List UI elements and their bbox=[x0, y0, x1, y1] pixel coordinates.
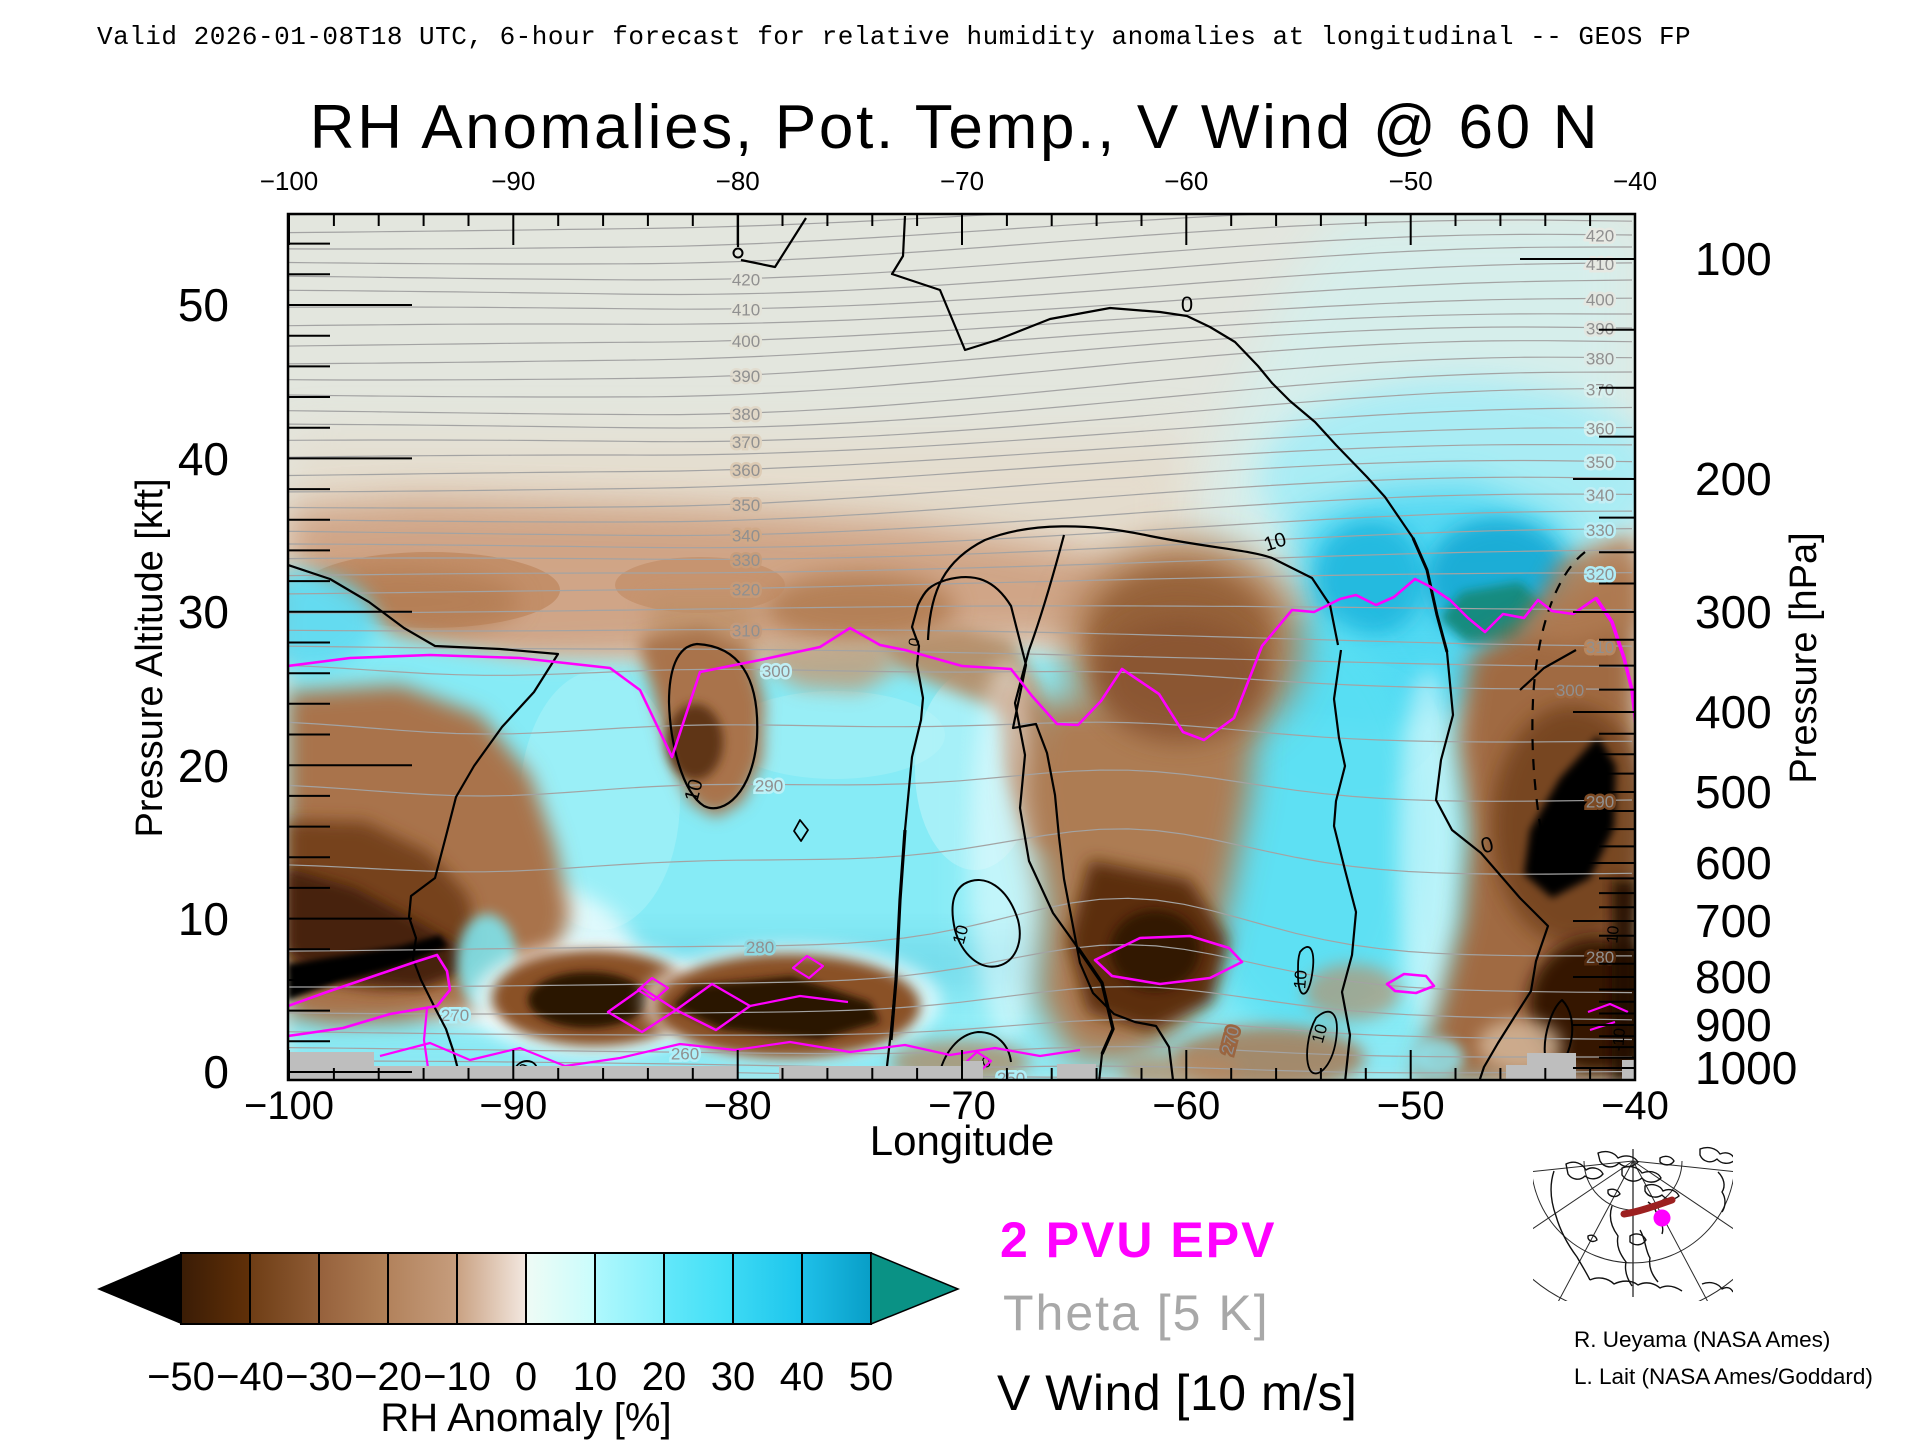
svg-text:−90: −90 bbox=[479, 1084, 547, 1128]
svg-text:350: 350 bbox=[732, 496, 760, 515]
svg-text:L. Lait (NASA Ames/Goddard): L. Lait (NASA Ames/Goddard) bbox=[1574, 1364, 1873, 1389]
svg-text:40: 40 bbox=[178, 433, 229, 485]
svg-text:300: 300 bbox=[1556, 681, 1584, 700]
svg-text:310: 310 bbox=[732, 622, 760, 641]
svg-text:290: 290 bbox=[755, 776, 783, 795]
svg-text:−10: −10 bbox=[423, 1355, 491, 1399]
svg-text:200: 200 bbox=[1695, 453, 1772, 505]
svg-text:900: 900 bbox=[1695, 999, 1772, 1051]
svg-text:-10: -10 bbox=[1610, 1027, 1629, 1052]
svg-text:0: 0 bbox=[1181, 292, 1193, 317]
svg-text:10: 10 bbox=[178, 893, 229, 945]
svg-text:400: 400 bbox=[1695, 686, 1772, 738]
svg-text:0: 0 bbox=[905, 637, 923, 648]
svg-text:Longitude: Longitude bbox=[870, 1117, 1055, 1164]
svg-text:100: 100 bbox=[1695, 233, 1772, 285]
svg-text:V Wind [10 m/s]: V Wind [10 m/s] bbox=[997, 1365, 1357, 1421]
svg-text:30: 30 bbox=[711, 1355, 756, 1399]
svg-text:10: 10 bbox=[1290, 969, 1311, 990]
svg-text:Valid 2026-01-08T18 UTC, 6-hou: Valid 2026-01-08T18 UTC, 6-hour forecast… bbox=[97, 22, 1691, 52]
svg-text:−100: −100 bbox=[244, 1084, 334, 1128]
svg-text:10: 10 bbox=[573, 1355, 618, 1399]
svg-text:R. Ueyama (NASA Ames): R. Ueyama (NASA Ames) bbox=[1574, 1327, 1830, 1352]
svg-text:300: 300 bbox=[1695, 586, 1772, 638]
svg-text:RH Anomalies, Pot. Temp., V Wi: RH Anomalies, Pot. Temp., V Wind @ 60 N bbox=[310, 93, 1600, 162]
svg-text:330: 330 bbox=[1586, 521, 1614, 540]
svg-text:420: 420 bbox=[1586, 227, 1614, 246]
svg-text:340: 340 bbox=[1586, 486, 1614, 505]
svg-text:400: 400 bbox=[1586, 290, 1614, 309]
svg-text:−80: −80 bbox=[704, 1084, 772, 1128]
svg-text:−90: −90 bbox=[491, 166, 535, 196]
svg-text:−50: −50 bbox=[1389, 166, 1433, 196]
svg-text:370: 370 bbox=[732, 433, 760, 452]
svg-text:−70: −70 bbox=[940, 166, 984, 196]
svg-text:40: 40 bbox=[780, 1355, 825, 1399]
svg-text:30: 30 bbox=[178, 586, 229, 638]
svg-text:390: 390 bbox=[732, 367, 760, 386]
svg-text:−30: −30 bbox=[285, 1355, 353, 1399]
svg-text:10: 10 bbox=[949, 923, 972, 946]
svg-text:300: 300 bbox=[762, 662, 790, 681]
svg-text:50: 50 bbox=[178, 279, 229, 331]
svg-text:10: 10 bbox=[1604, 925, 1622, 944]
svg-text:400: 400 bbox=[732, 332, 760, 351]
svg-text:RH Anomaly [%]: RH Anomaly [%] bbox=[380, 1396, 671, 1440]
svg-text:700: 700 bbox=[1695, 895, 1772, 947]
svg-text:−50: −50 bbox=[1377, 1084, 1445, 1128]
svg-text:50: 50 bbox=[849, 1355, 894, 1399]
svg-text:260: 260 bbox=[671, 1044, 699, 1063]
svg-text:350: 350 bbox=[1586, 453, 1614, 472]
svg-text:320: 320 bbox=[732, 580, 760, 599]
svg-text:−100: −100 bbox=[260, 166, 319, 196]
svg-text:380: 380 bbox=[1586, 349, 1614, 368]
svg-text:330: 330 bbox=[732, 551, 760, 570]
svg-text:−60: −60 bbox=[1152, 1084, 1220, 1128]
svg-text:800: 800 bbox=[1695, 951, 1772, 1003]
svg-text:410: 410 bbox=[732, 301, 760, 320]
svg-text:290: 290 bbox=[1586, 792, 1614, 811]
svg-text:−40: −40 bbox=[216, 1355, 284, 1399]
svg-text:10: 10 bbox=[1308, 1022, 1331, 1045]
svg-text:−40: −40 bbox=[1601, 1084, 1669, 1128]
svg-text:270: 270 bbox=[441, 1006, 469, 1025]
svg-text:Theta [5 K]: Theta [5 K] bbox=[1003, 1285, 1270, 1341]
svg-text:−80: −80 bbox=[716, 166, 760, 196]
svg-text:250: 250 bbox=[997, 1069, 1025, 1088]
svg-text:280: 280 bbox=[746, 938, 774, 957]
svg-text:0: 0 bbox=[515, 1355, 537, 1399]
svg-text:500: 500 bbox=[1695, 766, 1772, 818]
svg-text:0: 0 bbox=[203, 1046, 229, 1098]
svg-text:600: 600 bbox=[1695, 837, 1772, 889]
svg-text:Pressure Altitude [kft]: Pressure Altitude [kft] bbox=[129, 478, 171, 837]
svg-text:20: 20 bbox=[642, 1355, 687, 1399]
svg-text:−70: −70 bbox=[928, 1084, 996, 1128]
svg-text:20: 20 bbox=[178, 740, 229, 792]
svg-text:−50: −50 bbox=[147, 1355, 215, 1399]
svg-text:320: 320 bbox=[1586, 565, 1614, 584]
svg-text:380: 380 bbox=[732, 405, 760, 424]
svg-text:370: 370 bbox=[1586, 381, 1614, 400]
svg-text:2 PVU EPV: 2 PVU EPV bbox=[1000, 1212, 1276, 1268]
svg-text:420: 420 bbox=[732, 271, 760, 290]
svg-text:−40: −40 bbox=[1613, 166, 1657, 196]
svg-text:340: 340 bbox=[732, 527, 760, 546]
svg-text:360: 360 bbox=[732, 461, 760, 480]
svg-text:1000: 1000 bbox=[1695, 1042, 1797, 1094]
svg-text:Pressure [hPa]: Pressure [hPa] bbox=[1783, 532, 1825, 783]
svg-text:−60: −60 bbox=[1164, 166, 1208, 196]
svg-text:−20: −20 bbox=[354, 1355, 422, 1399]
